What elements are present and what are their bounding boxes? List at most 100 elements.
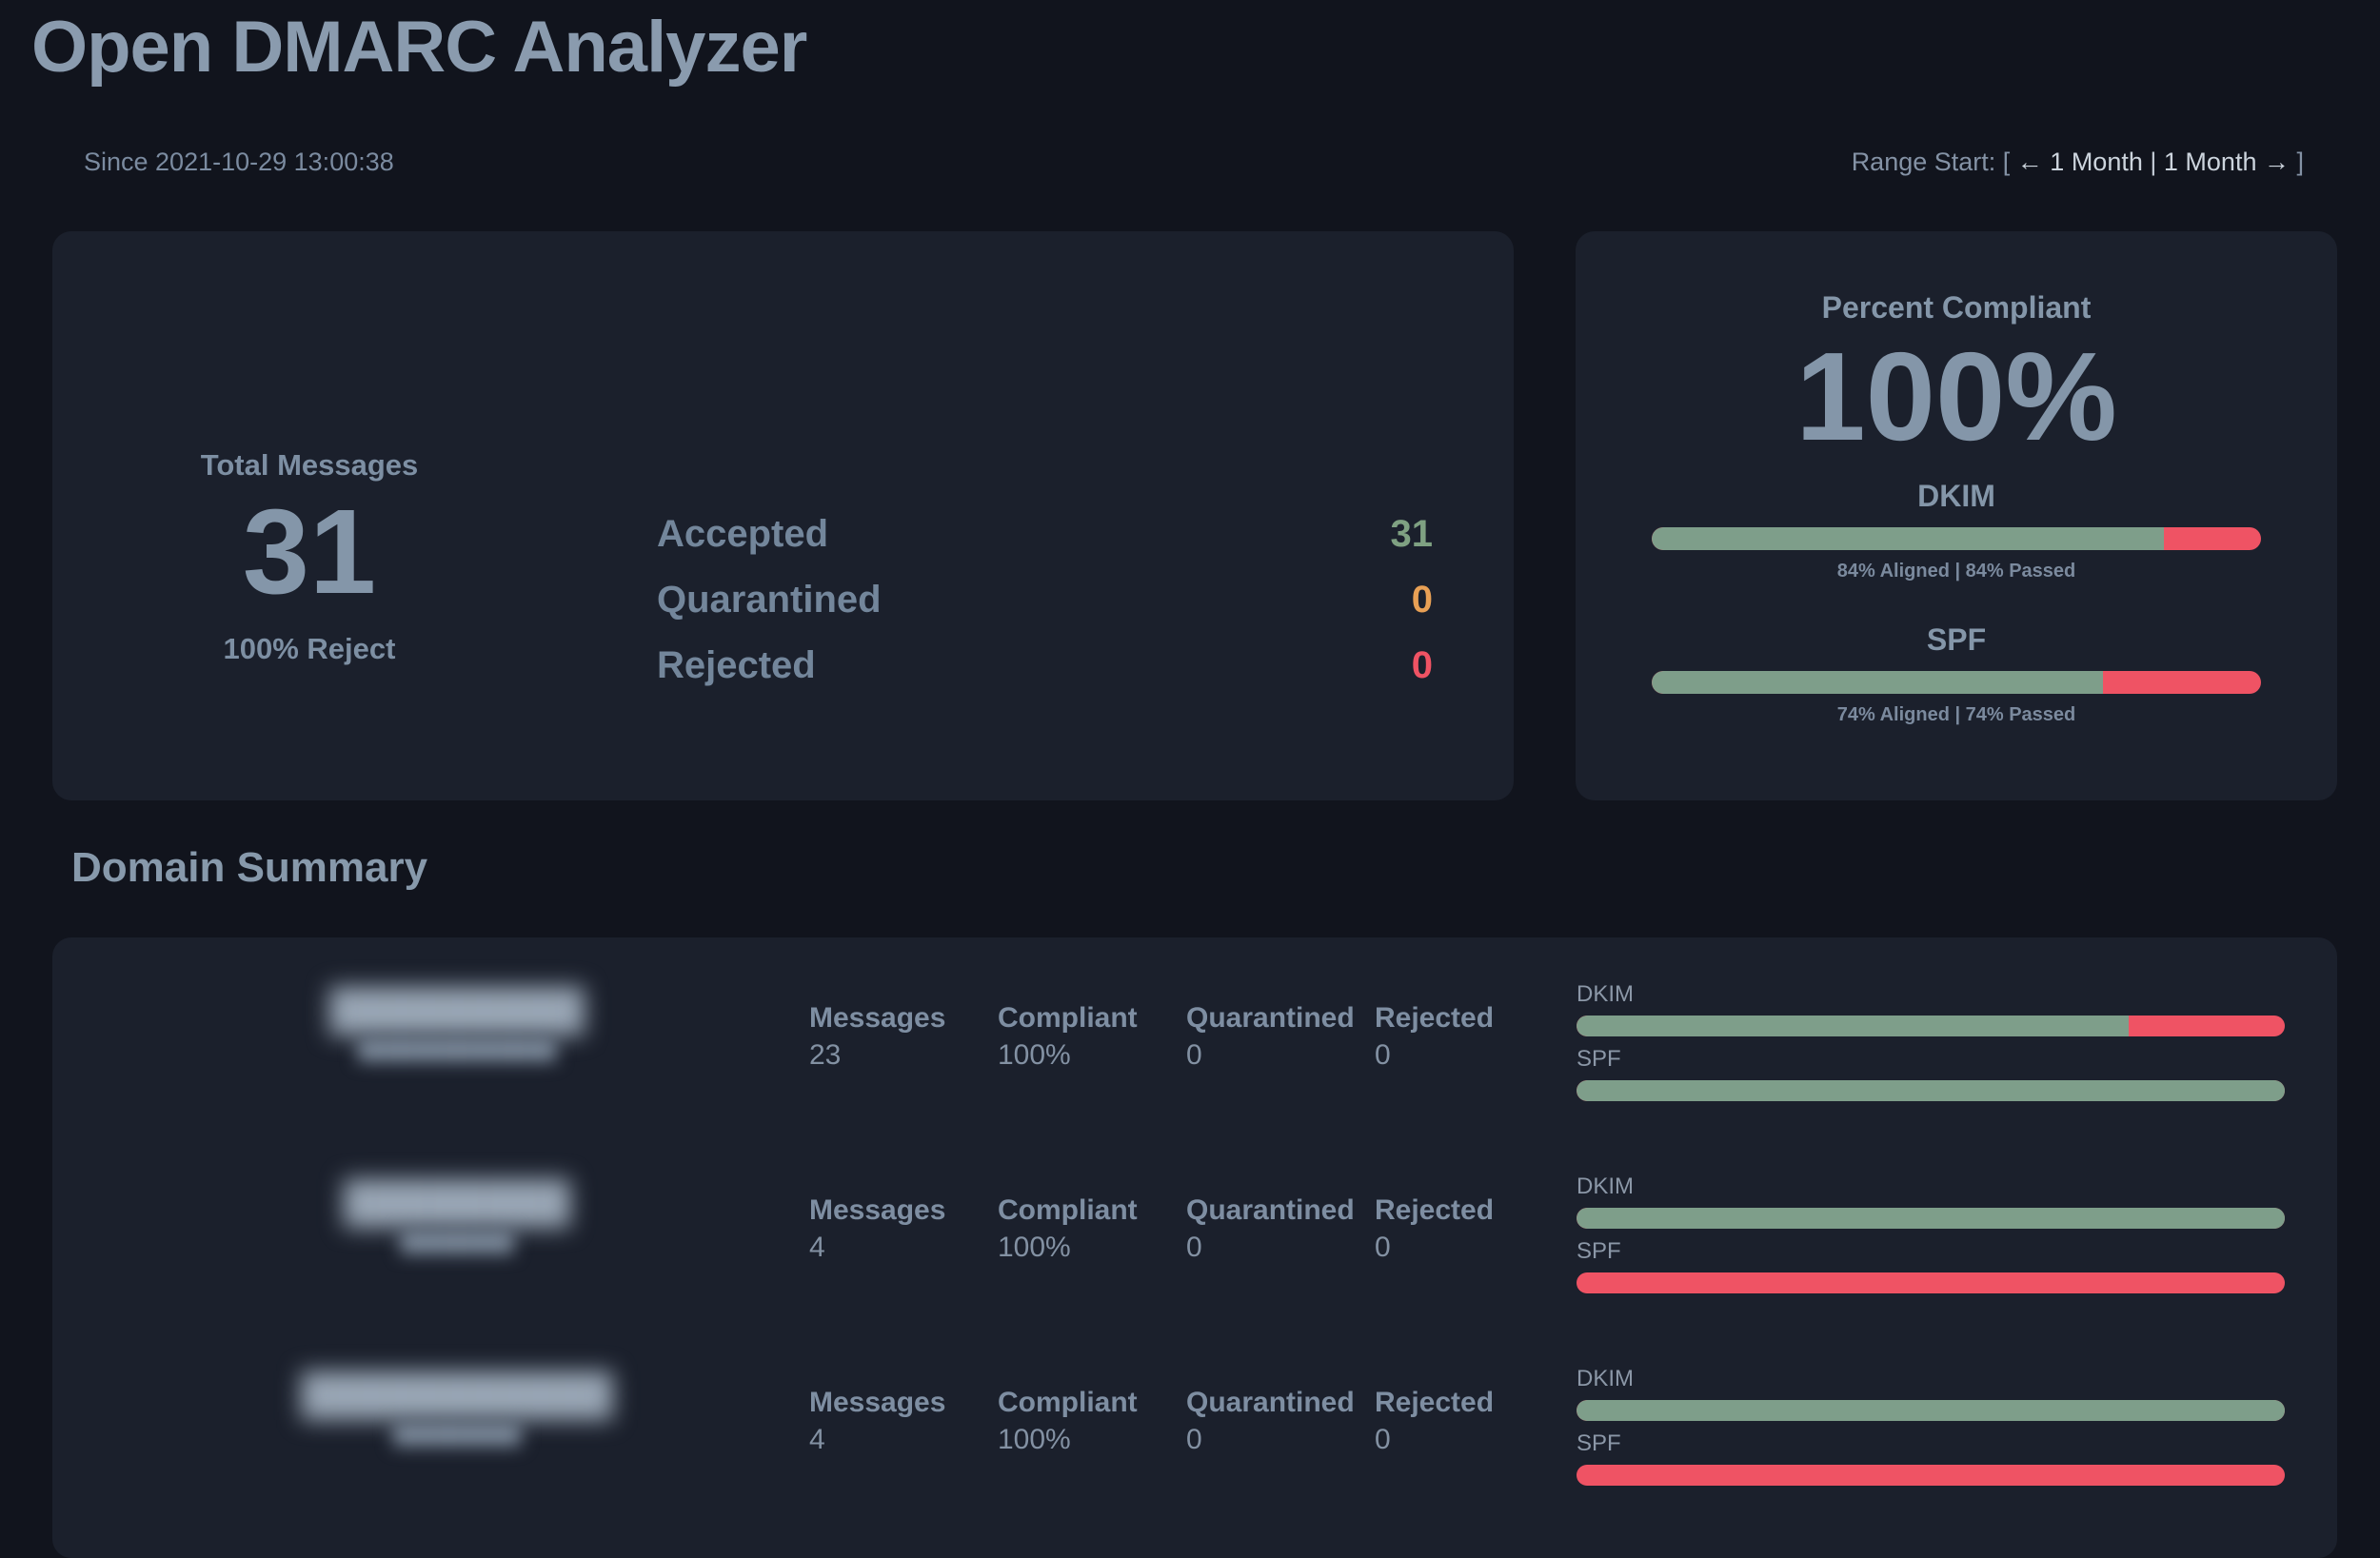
rejected-stat: Rejected 0: [1375, 1173, 1577, 1264]
range-close-bracket: ]: [2296, 148, 2304, 176]
domain-subtitle-redacted: ██████████████: [357, 1038, 557, 1060]
rejected-stat: Rejected 0: [1375, 1366, 1577, 1456]
row-dkim-bar: [1577, 1400, 2285, 1421]
total-messages-value: 31: [242, 484, 377, 619]
domain-summary-row: ████████ ████████ Messages 4 Compliant 1…: [105, 1173, 2285, 1328]
policy-reject-label: 100% Reject: [223, 631, 396, 665]
dkim-heading: DKIM: [1917, 478, 1995, 513]
domain-name-redacted[interactable]: ████████: [343, 1179, 571, 1224]
percent-compliant-title: Percent Compliant: [1821, 290, 2092, 325]
compliant-stat: Compliant 100%: [998, 1173, 1186, 1264]
domain-summary-row: █████████ ██████████████ Messages 23 Com…: [105, 981, 2285, 1135]
dmarc-dashboard: Open DMARC Analyzer Since 2021-10-29 13:…: [0, 6, 2380, 1558]
row-dkim-bar: [1577, 1016, 2285, 1036]
compliant-value: 100%: [998, 1232, 1071, 1263]
rejected-row: Rejected 0: [657, 641, 1433, 690]
messages-stat: Messages 4: [809, 1366, 998, 1456]
total-messages-label: Total Messages: [200, 448, 419, 482]
quarantined-header: Quarantined: [1186, 1194, 1355, 1226]
accepted-label: Accepted: [657, 513, 829, 555]
domain-name-redacted[interactable]: ███████████: [301, 1371, 613, 1416]
compliant-stat: Compliant 100%: [998, 1366, 1186, 1456]
messages-stat: Messages 23: [809, 981, 998, 1072]
compliant-value: 100%: [998, 1424, 1071, 1455]
range-prev-month-link[interactable]: ← 1 Month: [2016, 148, 2143, 176]
total-messages-card: Total Messages 31 100% Reject Accepted 3…: [52, 231, 1514, 800]
messages-stat: Messages 4: [809, 1173, 998, 1264]
row-dkim-fill: [1577, 1016, 2130, 1036]
domain-subtitle-redacted: ████████: [400, 1231, 514, 1252]
compliant-header: Compliant: [998, 1387, 1138, 1418]
accepted-value: 31: [1390, 513, 1434, 555]
row-dkim-bar: [1577, 1208, 2285, 1229]
row-dkim-label: DKIM: [1577, 1173, 1634, 1199]
messages-value: 4: [809, 1232, 825, 1263]
quarantined-header: Quarantined: [1186, 1387, 1355, 1418]
spf-heading: SPF: [1926, 621, 1987, 657]
since-timestamp: Since 2021-10-29 13:00:38: [84, 148, 394, 176]
row-dkim-fill: [1577, 1400, 2285, 1421]
range-next-month-link[interactable]: 1 Month →: [2163, 148, 2290, 176]
compliant-stat: Compliant 100%: [998, 981, 1186, 1072]
row-spf-bar: [1577, 1080, 2285, 1101]
quarantined-value: 0: [1186, 1424, 1202, 1455]
spf-caption: 74% Aligned | 74% Passed: [1836, 703, 2076, 725]
accepted-row: Accepted 31: [657, 509, 1433, 559]
rejected-value: 0: [1375, 1424, 1391, 1455]
row-bars: DKIM SPF: [1577, 981, 2285, 1101]
percent-compliant-value: 100%: [1795, 326, 2117, 466]
domain-cell: ████████ ████████: [105, 1173, 809, 1253]
total-messages-block: Total Messages 31 100% Reject: [52, 231, 566, 800]
compliant-header: Compliant: [998, 1194, 1138, 1226]
row-spf-bar: [1577, 1272, 2285, 1293]
quarantined-stat: Quarantined 0: [1186, 1173, 1375, 1264]
domain-summary-title: Domain Summary: [71, 844, 428, 891]
rejected-header: Rejected: [1375, 1002, 1495, 1034]
row-dkim-label: DKIM: [1577, 981, 1634, 1007]
row-spf-label: SPF: [1577, 1430, 1621, 1456]
spf-progress-fill: [1652, 670, 2103, 694]
domain-summary-card: █████████ ██████████████ Messages 23 Com…: [52, 937, 2337, 1558]
rejected-value: 0: [1375, 1039, 1391, 1071]
disposition-list: Accepted 31 Quarantined 0 Rejected 0: [566, 231, 1514, 800]
rejected-header: Rejected: [1375, 1387, 1495, 1418]
row-dkim-fill: [1577, 1208, 2285, 1229]
row-spf-bar: [1577, 1465, 2285, 1486]
messages-value: 4: [809, 1424, 825, 1455]
range-label: Range Start: [: [1851, 148, 2011, 176]
quarantined-value: 0: [1411, 579, 1433, 621]
row-dkim-label: DKIM: [1577, 1366, 1634, 1391]
quarantined-row: Quarantined 0: [657, 575, 1433, 624]
percent-compliant-card: Percent Compliant 100% DKIM 84% Aligned …: [1576, 231, 2337, 800]
row-spf-label: SPF: [1577, 1046, 1621, 1072]
range-separator: |: [2150, 148, 2157, 176]
messages-value: 23: [809, 1039, 842, 1071]
messages-header: Messages: [809, 1002, 946, 1034]
spf-progress-bar: [1652, 670, 2261, 694]
quarantined-header: Quarantined: [1186, 1002, 1355, 1034]
rejected-label: Rejected: [657, 644, 816, 686]
rejected-header: Rejected: [1375, 1194, 1495, 1226]
page-title: Open DMARC Analyzer: [31, 7, 807, 88]
quarantined-value: 0: [1186, 1039, 1202, 1071]
dkim-caption: 84% Aligned | 84% Passed: [1836, 560, 2076, 582]
messages-header: Messages: [809, 1194, 946, 1226]
domain-subtitle-redacted: █████████: [393, 1423, 521, 1445]
domain-name-redacted[interactable]: █████████: [329, 987, 585, 1032]
rejected-value: 0: [1375, 1232, 1391, 1263]
rejected-value: 0: [1411, 644, 1433, 686]
dkim-progress-fill: [1652, 526, 2164, 550]
domain-summary-row: ███████████ █████████ Messages 4 Complia…: [105, 1366, 2285, 1520]
row-spf-fill: [1577, 1080, 2285, 1101]
compliant-value: 100%: [998, 1039, 1071, 1071]
row-spf-label: SPF: [1577, 1238, 1621, 1264]
hero-cards-row: Total Messages 31 100% Reject Accepted 3…: [52, 231, 2337, 800]
compliant-header: Compliant: [998, 1002, 1138, 1034]
domain-cell: █████████ ██████████████: [105, 981, 809, 1061]
domain-cell: ███████████ █████████: [105, 1366, 809, 1446]
rejected-stat: Rejected 0: [1375, 981, 1577, 1072]
quarantined-value: 0: [1186, 1232, 1202, 1263]
messages-header: Messages: [809, 1387, 946, 1418]
dkim-progress-bar: [1652, 526, 2261, 550]
quarantined-stat: Quarantined 0: [1186, 1366, 1375, 1456]
